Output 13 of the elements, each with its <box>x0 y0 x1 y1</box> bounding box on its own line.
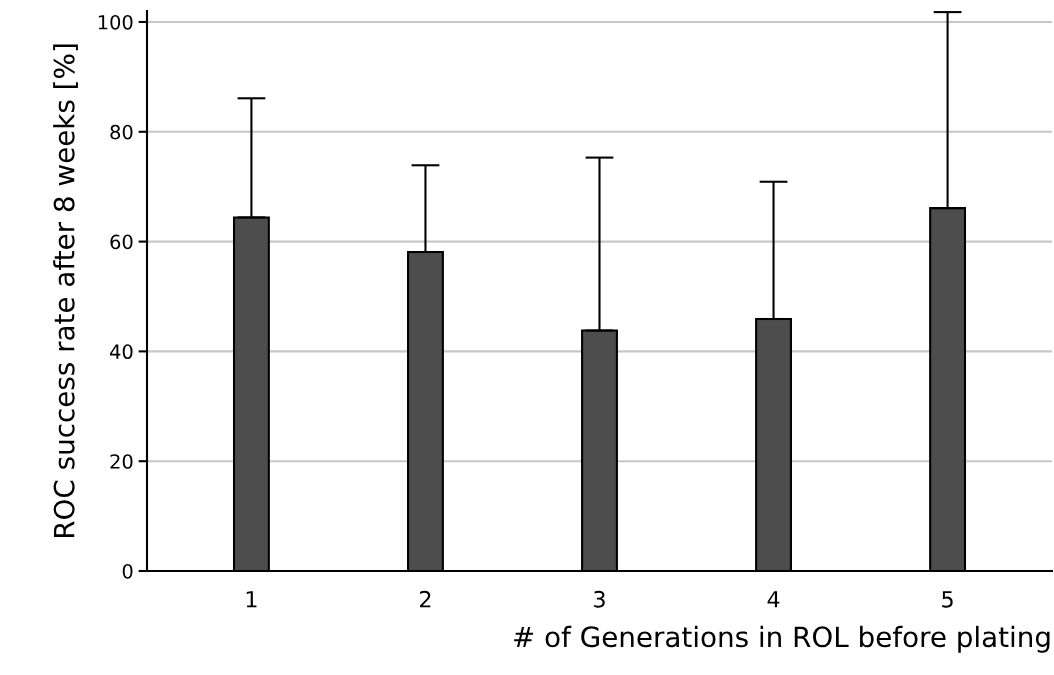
y-tick-label: 20 <box>110 454 133 469</box>
y-tick-label: 0 <box>122 563 133 579</box>
x-tick-label: 2 <box>420 590 431 608</box>
y-tick-label: 100 <box>98 14 133 30</box>
x-tick-label: 1 <box>246 591 257 608</box>
y-axis-title: ROC success rate after 8 weeks [%] <box>53 44 78 538</box>
x-tick-label: 5 <box>942 591 953 608</box>
y-tick-label: 60 <box>110 234 133 250</box>
y-tick-label: 40 <box>110 344 133 360</box>
x-axis-title: # of Generations in ROL before plating <box>514 625 1050 653</box>
x-tick-label: 3 <box>594 590 605 608</box>
x-tick-label: 4 <box>767 591 780 608</box>
y-tick-label: 80 <box>110 124 133 140</box>
